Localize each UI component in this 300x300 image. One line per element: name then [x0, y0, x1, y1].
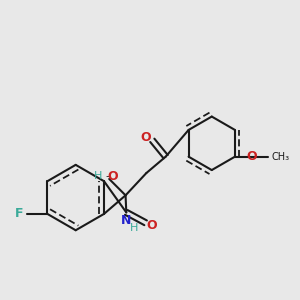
Text: O: O	[147, 219, 158, 232]
Text: O: O	[107, 169, 118, 182]
Text: F: F	[15, 207, 23, 220]
Text: N: N	[121, 214, 131, 227]
Text: O: O	[140, 131, 151, 144]
Text: -: -	[106, 171, 110, 181]
Text: H: H	[94, 171, 102, 181]
Text: H: H	[130, 223, 139, 233]
Text: CH₃: CH₃	[272, 152, 290, 162]
Text: O: O	[246, 150, 256, 163]
